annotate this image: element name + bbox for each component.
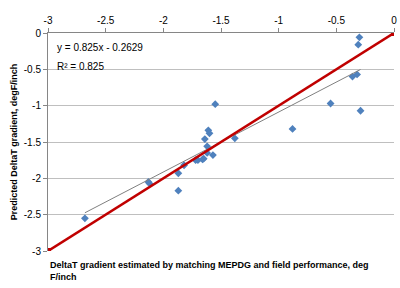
svg-text:Predicted DeltaT gradient, deg: Predicted DeltaT gradient, degF/inch (9, 64, 19, 221)
svg-text:-1.5: -1.5 (24, 137, 42, 148)
svg-text:-2: -2 (159, 15, 168, 26)
svg-text:0: 0 (35, 28, 41, 39)
svg-text:-0.5: -0.5 (24, 64, 42, 75)
svg-text:-2.5: -2.5 (24, 209, 42, 220)
svg-text:-0.5: -0.5 (328, 15, 346, 26)
svg-text:-2.5: -2.5 (97, 15, 115, 26)
svg-text:y = 0.825x - 0.2629: y = 0.825x - 0.2629 (57, 42, 143, 53)
svg-text:-3: -3 (44, 15, 53, 26)
svg-text:0: 0 (391, 15, 397, 26)
svg-text:-1.5: -1.5 (212, 15, 230, 26)
svg-text:R² = 0.825: R² = 0.825 (57, 61, 104, 72)
svg-text:-2: -2 (32, 173, 41, 184)
svg-text:-1: -1 (32, 100, 41, 111)
svg-text:DeltaT gradient estimated by m: DeltaT gradient estimated by matching ME… (50, 260, 369, 282)
svg-text:-3: -3 (32, 246, 41, 257)
svg-text:-1: -1 (274, 15, 283, 26)
